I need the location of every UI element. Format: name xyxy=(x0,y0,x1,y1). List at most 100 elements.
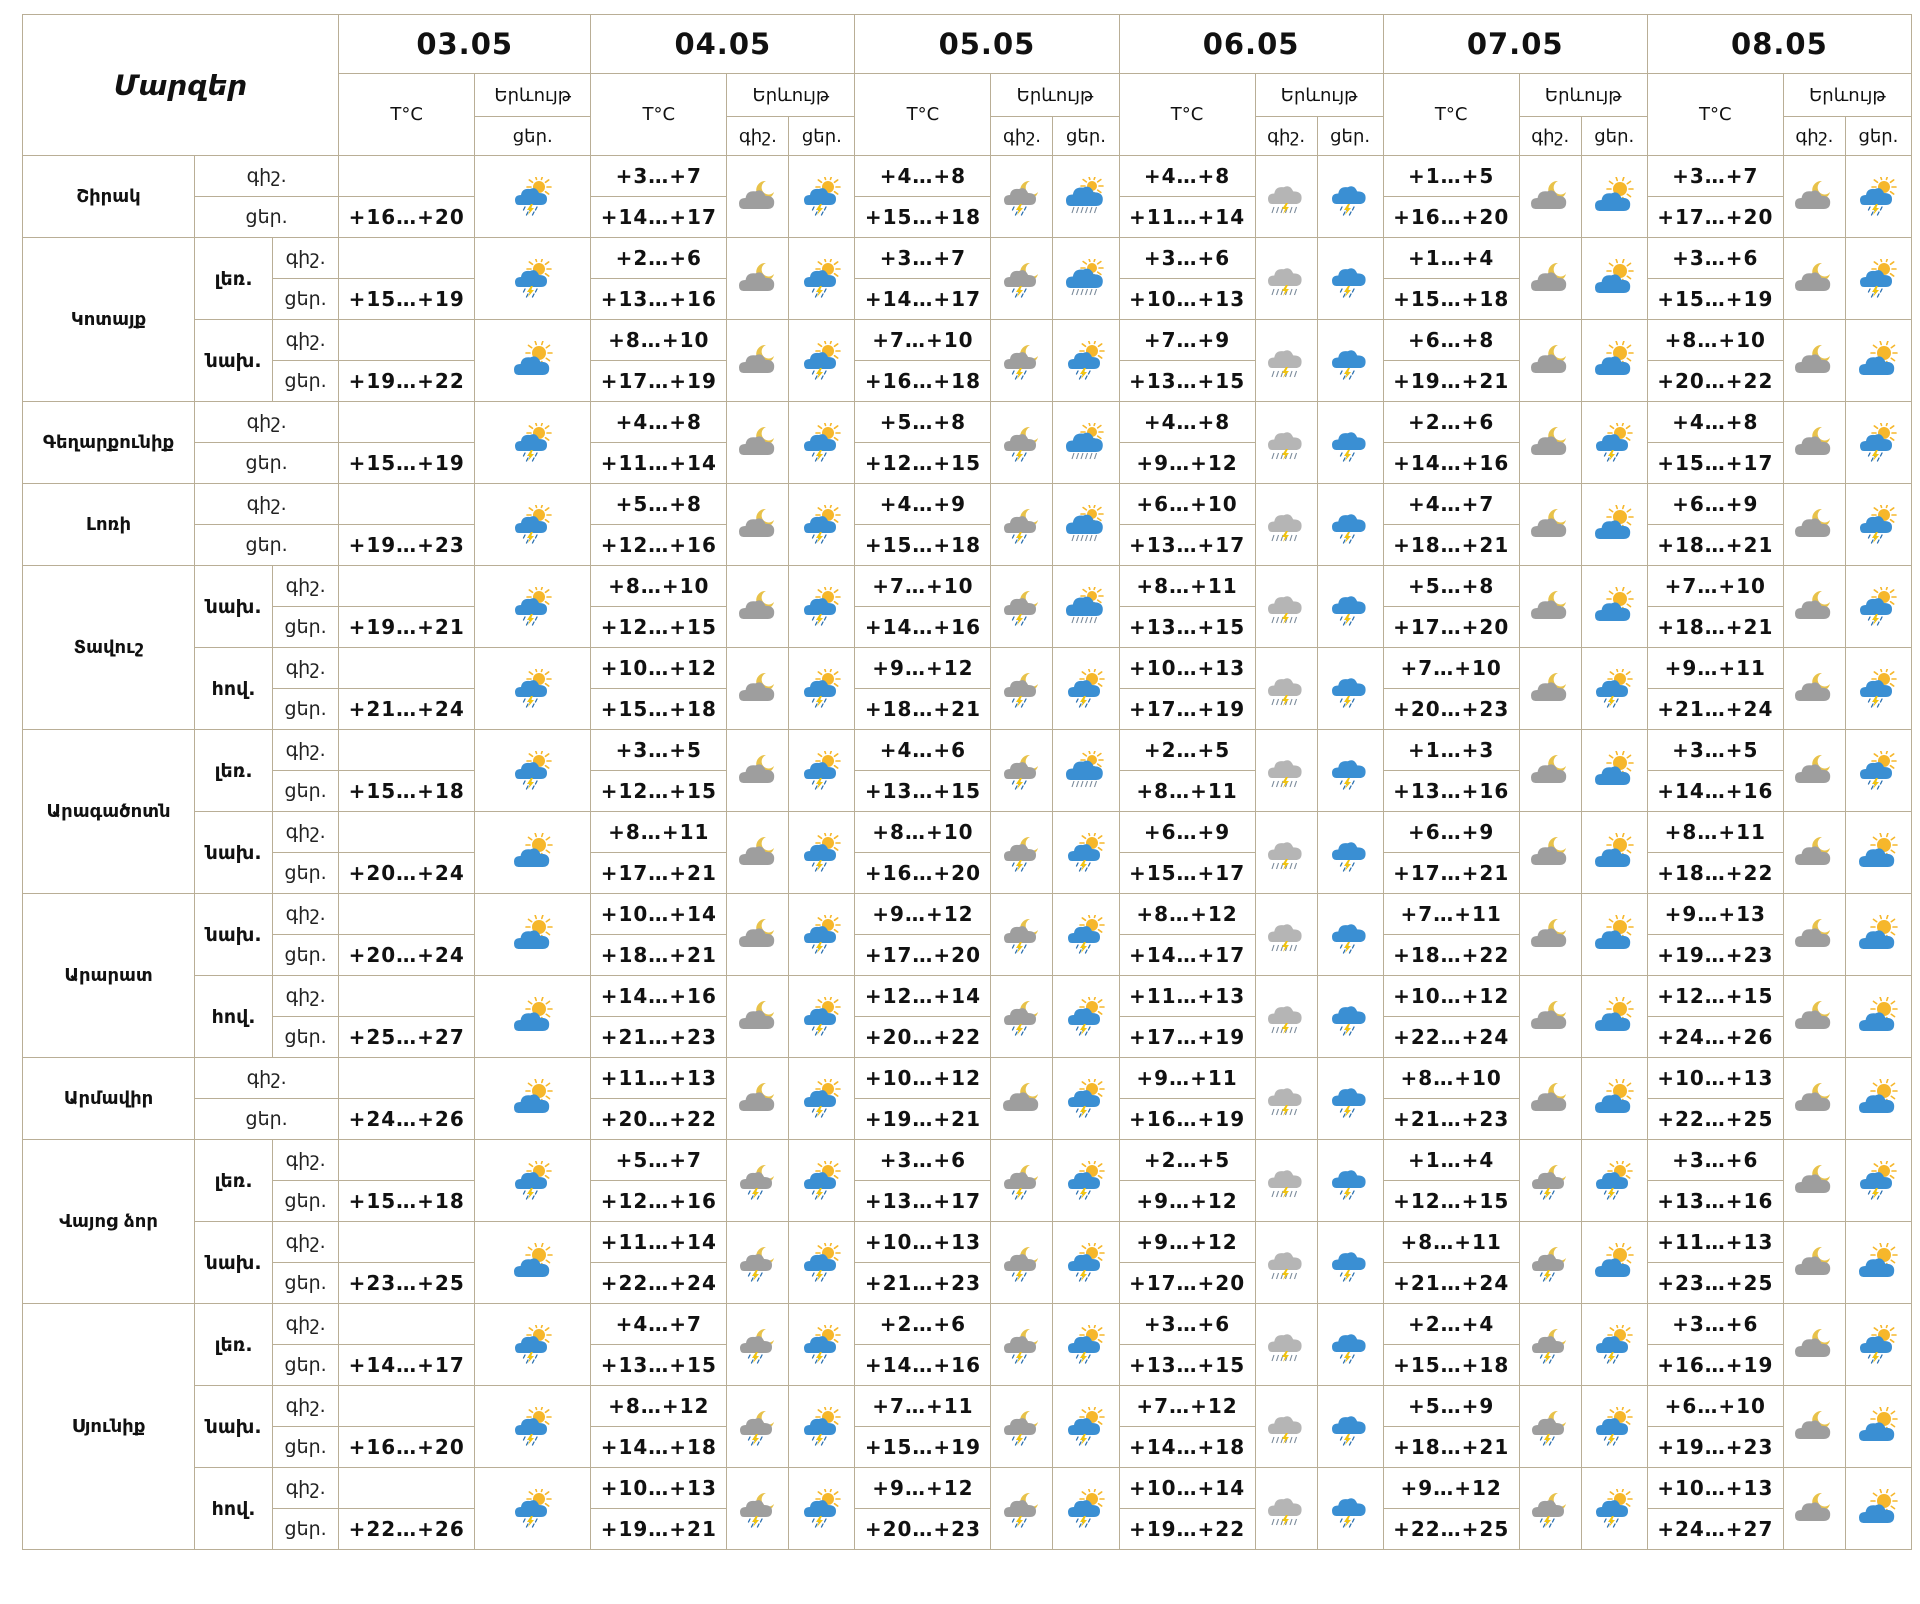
zone-label: նախ. xyxy=(194,1385,274,1468)
sun-cloud-icon xyxy=(1595,914,1635,949)
table-row: Շիրակ գիշ. +3…+7 +4…+8 +4…+8 +1…+5 +3…+7 xyxy=(21,155,1913,238)
day-temperature: +18…+22 xyxy=(1382,934,1520,976)
night-temperature xyxy=(338,483,476,525)
zone-label: հով. xyxy=(194,1467,274,1550)
night-cloud-gray-rain-icon xyxy=(1268,1005,1302,1034)
weather-icon-cell xyxy=(1254,647,1318,730)
night-cloud-icon xyxy=(1795,1410,1831,1439)
table-row: հով. գիշ. +10…+13 +9…+12 +10…+14 +9…+12 +10…+1… xyxy=(23,1467,1913,1550)
weather-icon-cell xyxy=(990,1139,1054,1222)
weather-icon-cell xyxy=(1580,483,1648,566)
day-label: ցեր. xyxy=(194,442,340,484)
weather-icon-cell xyxy=(1844,565,1913,648)
sun-cloud-icon xyxy=(513,914,553,949)
weather-icon-cell xyxy=(1254,1221,1318,1304)
weather-icon-cell xyxy=(1844,1139,1913,1222)
day-temperature: +15…+18 xyxy=(338,770,476,812)
night-temperature xyxy=(338,893,476,935)
weather-icon-cell xyxy=(474,1057,592,1140)
weather-icon-cell xyxy=(1316,483,1384,566)
day-temperature: +20…+23 xyxy=(854,1508,992,1550)
sun-cloud-rain-icon xyxy=(514,750,552,790)
sun-cloud-icon xyxy=(1595,176,1635,211)
sun-cloud-rain-icon xyxy=(803,1488,841,1528)
temp-column-header: T°C xyxy=(1118,73,1256,156)
weather-icon-cell xyxy=(1580,237,1648,320)
weather-icon-cell xyxy=(1782,401,1846,484)
cloud-rain-icon xyxy=(1332,1497,1366,1528)
weather-icon-cell xyxy=(1580,319,1648,402)
weather-icon-cell xyxy=(1518,1057,1582,1140)
cloud-rain-icon xyxy=(1332,1087,1366,1118)
weather-icon-cell xyxy=(1844,647,1913,730)
weather-icon-cell xyxy=(990,647,1054,730)
night-cloud-gray-rain-icon xyxy=(1268,1333,1302,1362)
night-cloud-icon xyxy=(738,754,775,783)
sun-cloud-rain-icon xyxy=(1860,1160,1898,1200)
weather-icon-cell xyxy=(990,401,1054,484)
night-temperature xyxy=(338,155,476,197)
night-cloud-rain-icon xyxy=(1003,344,1038,380)
day-temperature: +13…+15 xyxy=(854,770,992,812)
weather-icon-cell xyxy=(1316,729,1384,812)
sun-cloud-rain-icon xyxy=(1068,1078,1105,1118)
night-cloud-icon xyxy=(1795,180,1831,209)
cloud-snow-rain-icon xyxy=(1066,504,1104,541)
night-temperature: +3…+5 xyxy=(590,729,728,771)
table-row: ցեր. +25…+27 +21…+23 +20…+22 +17…+19 +22…+24 +… xyxy=(23,1016,1912,1058)
weather-icon-cell xyxy=(1518,1139,1582,1222)
sun-cloud-icon xyxy=(1595,586,1635,621)
weather-icon-cell xyxy=(788,811,856,894)
night-temperature: +10…+12 xyxy=(1382,975,1520,1017)
region-name: Գեղարքունիք xyxy=(21,401,196,484)
night-cloud-icon xyxy=(1531,590,1567,619)
cloud-rain-icon xyxy=(1332,1333,1366,1364)
night-subheader: գիշ. xyxy=(1518,116,1582,156)
night-temperature: +11…+14 xyxy=(590,1221,728,1263)
day-temperature: +19…+22 xyxy=(338,360,476,402)
weather-icon-cell xyxy=(1316,647,1384,730)
sun-cloud-rain-icon xyxy=(514,1406,552,1446)
night-temperature: +8…+11 xyxy=(1382,1221,1520,1263)
night-temperature: +9…+13 xyxy=(1646,893,1784,935)
night-cloud-rain-icon xyxy=(1003,508,1038,544)
day-label: ցեր. xyxy=(272,770,340,812)
night-temperature: +9…+12 xyxy=(854,647,992,689)
weather-icon-cell xyxy=(1580,1303,1648,1386)
night-temperature xyxy=(338,319,476,361)
weather-icon-cell xyxy=(726,1385,790,1468)
day-temperature: +21…+23 xyxy=(1382,1098,1520,1140)
weather-icon-cell xyxy=(1844,1467,1913,1550)
weather-icon-cell xyxy=(1052,647,1120,730)
weather-icon-cell xyxy=(1844,975,1913,1058)
date-header-3: 05.05 xyxy=(854,14,1120,74)
table-row: ցեր. +19…+23 +12…+16 +15…+18 +13…+17 +18…+21 +… xyxy=(23,524,1912,566)
night-temperature: +4…+8 xyxy=(1646,401,1784,443)
weather-icon-cell xyxy=(1782,893,1846,976)
weather-icon-cell xyxy=(1844,893,1913,976)
weather-icon-cell xyxy=(1782,565,1846,648)
day-temperature: +21…+23 xyxy=(854,1262,992,1304)
weather-icon-cell xyxy=(474,1139,592,1222)
sun-cloud-rain-icon xyxy=(514,504,552,544)
temp-column-header: T°C xyxy=(1646,73,1784,156)
day-temperature: +18…+21 xyxy=(1646,524,1784,566)
sun-cloud-rain-icon xyxy=(1596,1160,1634,1200)
weather-icon-cell xyxy=(1518,1467,1582,1550)
day-temperature: +13…+16 xyxy=(1646,1180,1784,1222)
weather-icon-cell xyxy=(1844,1057,1913,1140)
night-cloud-rain-icon xyxy=(1003,1328,1038,1364)
day-temperature: +21…+23 xyxy=(590,1016,728,1058)
weather-icon-cell xyxy=(474,319,592,402)
sun-cloud-rain-icon xyxy=(514,258,552,298)
weather-icon-cell xyxy=(474,401,592,484)
sun-cloud-rain-icon xyxy=(803,996,841,1036)
day-label: ցեր. xyxy=(272,1426,340,1468)
night-temperature: +10…+12 xyxy=(590,647,728,689)
day-temperature: +14…+16 xyxy=(854,1344,992,1386)
weather-icon-cell xyxy=(1316,1221,1384,1304)
weather-icon-cell xyxy=(1518,483,1582,566)
night-cloud-icon xyxy=(1795,918,1831,947)
weather-icon-cell xyxy=(788,647,856,730)
date-header-5: 07.05 xyxy=(1382,14,1648,74)
